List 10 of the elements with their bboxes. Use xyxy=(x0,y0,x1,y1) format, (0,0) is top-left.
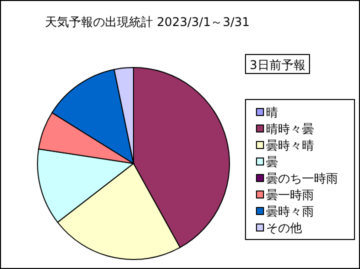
chart-title: 天気予報の出現統計 2023/3/1～3/31 xyxy=(45,15,250,29)
legend-label: 曇時々晴 xyxy=(266,138,314,152)
legend-label: 晴時々曇 xyxy=(266,122,314,136)
legend-label: 曇時々雨 xyxy=(266,204,314,218)
legend-label: 曇 xyxy=(266,155,278,169)
legend-label: その他 xyxy=(266,221,302,235)
chart-subtitle: 3日前予報 xyxy=(250,58,306,72)
legend-label: 曇一時雨 xyxy=(266,188,314,202)
legend-label: 曇のち一時雨 xyxy=(266,172,338,186)
legend-label: 晴 xyxy=(266,106,278,120)
